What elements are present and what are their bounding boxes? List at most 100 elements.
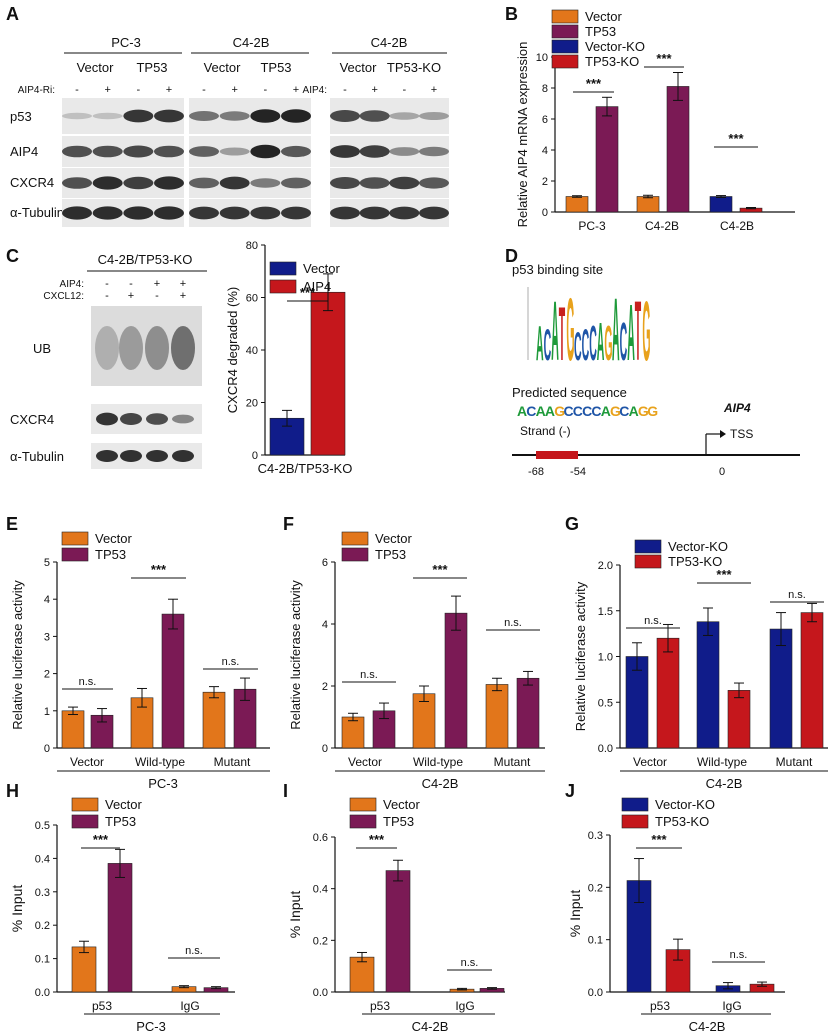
significance-label: *** bbox=[728, 131, 744, 146]
logo-letter: C bbox=[574, 326, 582, 370]
legend-swatch bbox=[71, 797, 99, 812]
blot-band bbox=[92, 176, 123, 190]
y-tick-label: 0.1 bbox=[588, 935, 603, 947]
x-axis-label: C4-2B bbox=[689, 1019, 726, 1034]
x-axis-label: C4-2B bbox=[422, 776, 459, 791]
blot-band bbox=[123, 206, 154, 220]
category-label: p53 bbox=[650, 999, 670, 1013]
blot-band bbox=[419, 177, 449, 189]
bar bbox=[310, 291, 346, 456]
sequence-letter: G bbox=[554, 403, 565, 419]
legend-swatch bbox=[71, 814, 99, 829]
legend-label: Vector-KO bbox=[668, 539, 728, 554]
blot-band bbox=[189, 111, 219, 121]
category-label: C4-2B bbox=[645, 219, 679, 233]
bar bbox=[107, 863, 133, 993]
panel-letter-a: A bbox=[6, 4, 19, 24]
chart-panel-c: 0 20 40 60 80 CXCR4 degraded (%) *** C4-2B/TP53… bbox=[225, 240, 352, 476]
significance-label: *** bbox=[300, 285, 316, 300]
y-tick-label: 0.3 bbox=[588, 830, 603, 842]
significance-label: *** bbox=[93, 832, 109, 847]
blot-band bbox=[189, 177, 219, 189]
chart-panel-f: 0 2 4 6 Relative luciferase activity Vector n.… bbox=[288, 531, 545, 791]
treatment-label: CXCL12: bbox=[43, 291, 84, 302]
logo-letter: G bbox=[604, 316, 612, 371]
group-title: C4-2B bbox=[371, 35, 408, 50]
legend-swatch bbox=[551, 54, 579, 69]
y-axis-label: Relative luciferase activity bbox=[573, 581, 588, 731]
significance-label: *** bbox=[716, 567, 732, 582]
chart-panel-h: 0.0 0.1 0.2 0.3 0.4 0.5 % Input p53 *** IgG n.s. PC… bbox=[9, 797, 235, 1034]
panel-letter-g: G bbox=[565, 514, 579, 534]
significance-label: n.s. bbox=[461, 957, 479, 969]
significance-label: *** bbox=[651, 832, 667, 847]
lane-sign: - bbox=[105, 290, 109, 302]
y-tick-label: 0.2 bbox=[313, 935, 328, 947]
category-label: Vector bbox=[633, 755, 667, 769]
significance-label: n.s. bbox=[788, 589, 806, 601]
y-axis-label: Relative AIP4 mRNA expression bbox=[515, 42, 530, 228]
category-label: Wild-type bbox=[413, 755, 463, 769]
significance-label: *** bbox=[151, 562, 167, 577]
x-axis-label: C4-2B bbox=[706, 776, 743, 791]
bar bbox=[385, 870, 411, 993]
legend-swatch bbox=[341, 531, 369, 546]
blot-band bbox=[330, 177, 360, 189]
panel-letter-i: I bbox=[283, 781, 288, 801]
category-label: Mutant bbox=[214, 755, 251, 769]
legend-swatch bbox=[349, 797, 377, 812]
legend-swatch bbox=[634, 539, 662, 554]
chart-panel-e: 0 1 2 3 4 5 Relative luciferase activity Vector… bbox=[10, 531, 270, 791]
y-tick-label: 6 bbox=[322, 557, 328, 569]
treatment-label: AIP4: bbox=[303, 85, 327, 96]
lane-sign: + bbox=[180, 278, 186, 290]
bar bbox=[565, 196, 589, 213]
sequence-letter: C bbox=[573, 403, 583, 419]
blot-band bbox=[250, 178, 281, 188]
chart-panel-g: 0.0 0.5 1.0 1.5 2.0 Relative luciferase activ… bbox=[573, 539, 828, 791]
bar bbox=[595, 106, 619, 213]
y-axis-label: % Input bbox=[567, 890, 583, 938]
y-tick-label: 4 bbox=[542, 145, 548, 157]
blot-row-label: α-Tubulin bbox=[10, 449, 64, 464]
sequence-letter: A bbox=[629, 403, 639, 419]
panel-letter-c: C bbox=[6, 246, 19, 266]
y-axis-label: % Input bbox=[9, 885, 25, 933]
legend-label: TP53 bbox=[585, 24, 616, 39]
motif-title: p53 binding site bbox=[512, 262, 603, 277]
blot-band bbox=[330, 110, 360, 122]
blot-title: C4-2B/TP53-KO bbox=[98, 252, 193, 267]
legend-label: Vector bbox=[383, 797, 421, 812]
significance-label: n.s. bbox=[79, 676, 97, 688]
blot-band bbox=[92, 145, 123, 158]
panel-letter-j: J bbox=[565, 781, 575, 801]
blot-smear bbox=[145, 326, 169, 370]
lane-sign: + bbox=[231, 84, 237, 96]
significance-label: n.s. bbox=[644, 615, 662, 627]
blot-band bbox=[172, 414, 194, 424]
y-tick-label: 0.5 bbox=[598, 697, 613, 709]
sequence-letter: A bbox=[601, 403, 611, 419]
y-tick-label: 0.2 bbox=[35, 920, 50, 932]
legend-swatch bbox=[621, 797, 649, 812]
blot-row-label: CXCR4 bbox=[10, 412, 54, 427]
blot-band bbox=[359, 110, 390, 122]
legend-label: TP53-KO bbox=[585, 54, 639, 69]
legend-label: TP53 bbox=[375, 547, 406, 562]
lane-sign: - bbox=[402, 84, 406, 96]
blot-band bbox=[389, 147, 420, 156]
y-axis-label: % Input bbox=[287, 891, 303, 939]
bar bbox=[341, 716, 365, 749]
sequence-letter: G bbox=[647, 403, 658, 419]
significance-label: *** bbox=[369, 832, 385, 847]
binding-site-box bbox=[536, 451, 578, 459]
blot-band bbox=[120, 413, 142, 425]
y-tick-label: 6 bbox=[542, 114, 548, 126]
bar bbox=[202, 691, 226, 749]
blot-smear bbox=[171, 326, 195, 370]
category-label: Vector bbox=[70, 755, 104, 769]
bar bbox=[444, 612, 468, 749]
blot-band bbox=[281, 145, 311, 158]
logo-letter: A bbox=[536, 316, 544, 371]
